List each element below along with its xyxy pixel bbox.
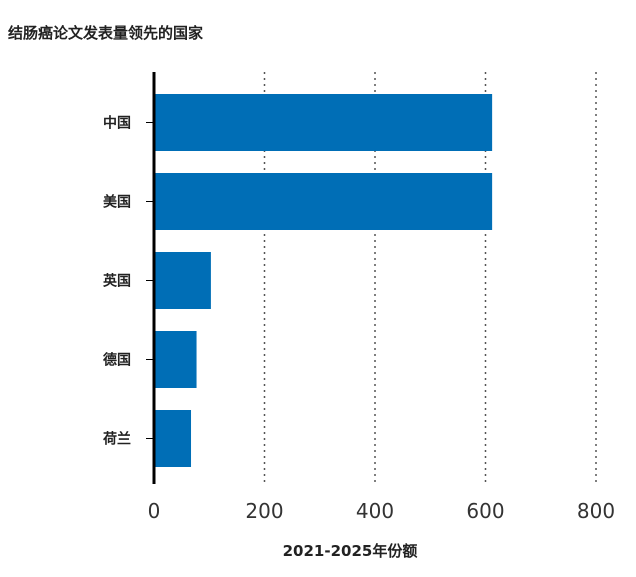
x-tick-label-0: 0 [148, 499, 161, 523]
category-label-2: 英国 [102, 273, 131, 290]
x-axis-title: 2021-2025年份额 [283, 542, 418, 560]
bars [154, 94, 493, 467]
bar-4 [154, 410, 192, 467]
x-tick-label-200: 200 [245, 499, 283, 523]
bar-1 [154, 173, 493, 230]
category-label-3: 德国 [103, 352, 131, 369]
x-tick-labels: 0 200 400 600 800 [148, 499, 615, 523]
bar-2 [154, 252, 211, 309]
grid-lines [263, 72, 597, 484]
category-label-1: 美国 [103, 194, 131, 211]
category-label-4: 荷兰 [102, 431, 131, 448]
bar-3 [154, 331, 197, 388]
bar-0 [154, 94, 493, 151]
chart-title: 结肠癌论文发表量领先的国家 [8, 24, 204, 42]
y-ticks [146, 122, 154, 439]
x-tick-label-800: 800 [577, 499, 615, 523]
x-tick-label-600: 600 [466, 499, 504, 523]
x-tick-label-400: 400 [356, 499, 394, 523]
category-label-0: 中国 [103, 115, 131, 132]
